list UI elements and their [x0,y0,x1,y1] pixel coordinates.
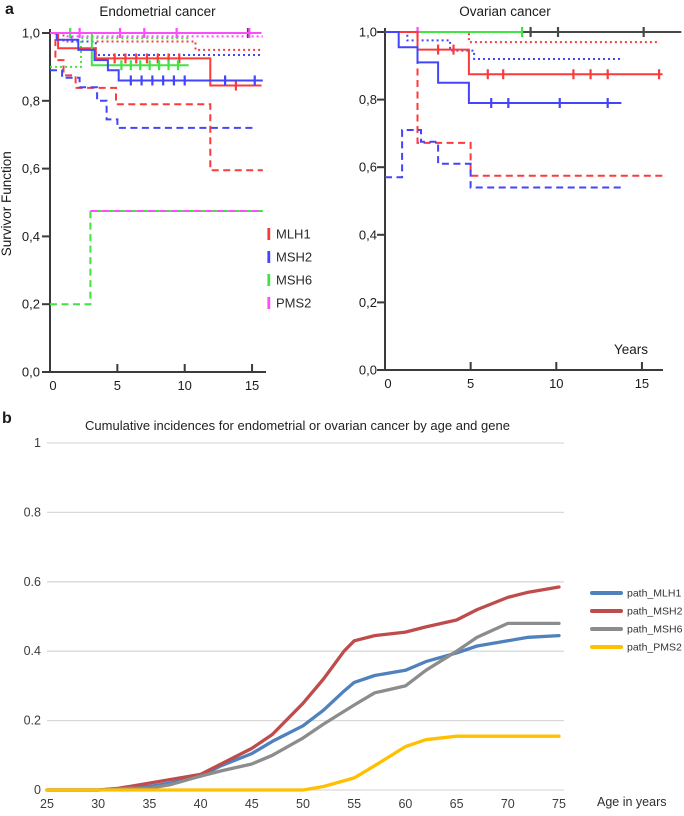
legend-label: path_MLH1 [627,588,681,600]
panel-b-legend-item-path_PMS2: path_PMS2 [590,642,682,654]
x-tick-label: 0 [384,376,391,391]
km-series-MSH6-dashed [50,210,263,306]
x-tick-label: 35 [142,797,156,811]
y-tick-label: 0,8 [22,93,40,108]
legend-label: MSH6 [276,273,312,288]
legend-label: path_MSH2 [627,606,683,618]
y-tick-label: 0.4 [24,644,41,658]
y-tick-label: 0,0 [359,363,377,378]
legend-swatch [267,228,271,240]
y-tick-label: 0 [34,783,41,797]
x-tick-label: 5 [467,376,474,391]
panel-b-legend-item-path_MSH6: path_MSH6 [590,624,683,636]
x-tick-label: 40 [194,797,208,811]
panel-b-legend-item-path_MLH1: path_MLH1 [590,588,681,600]
years-axis-label: Years [613,342,648,357]
legend-label: path_MSH6 [627,624,683,636]
km-series-MSH2-dotted [50,32,263,56]
y-tick-label: 0.2 [24,714,41,728]
y-tick-label: 0,8 [359,92,377,107]
x-tick-label: 70 [501,797,515,811]
incidence-series-path_MSH2 [45,585,561,792]
y-tick-label: 0,6 [359,160,377,175]
x-tick-label: 50 [296,797,310,811]
incidence-chart: 0 0.2 0.4 0.6 0.8 1 25 30 35 40 45 50 55 60 65 70 75 path… [24,436,683,811]
y-tick-label: 1 [34,436,41,450]
y-tick-label: 1,0 [359,25,377,40]
x-tick-label: 30 [91,797,105,811]
incidence-series-path_PMS2 [45,734,561,792]
km-series-MSH2-solid [50,32,263,86]
km-series-MSH2-solid [385,31,622,108]
km-chart-endometrial: 0,0 0,2 0,4 0,6 0,8 1,0 0 5 10 15 [22,26,266,393]
x-tick-label: 55 [347,797,361,811]
cumulative-incidence-title: Cumulative incidences for endometrial or… [85,418,510,433]
legend-swatch [267,297,271,309]
y-tick-label: 0,6 [22,161,40,176]
age-axis-label: Age in years [597,795,667,809]
legend-label: path_PMS2 [627,642,682,654]
x-tick-label: 25 [40,797,54,811]
legend-label: MLH1 [276,227,311,242]
y-tick-label: 1,0 [22,26,40,41]
x-tick-label: 10 [549,376,563,391]
km-series-MLH1-dashed [50,32,263,172]
y-tick-label: 0.8 [24,505,41,519]
km-series-MLH1-solid [385,31,663,80]
y-tick-label: 0.6 [24,575,41,589]
y-tick-label: 0,4 [22,229,40,244]
legend-swatch [267,274,271,286]
x-tick-label: 45 [245,797,259,811]
x-tick-label: 15 [245,378,259,393]
x-tick-label: 15 [635,376,649,391]
x-tick-label: 0 [49,378,56,393]
km-series-PMS2-solid [50,28,262,38]
panel-a-legend-item-MSH6: MSH6 [267,273,312,288]
panel-a-legend-item-MLH1: MLH1 [267,227,311,242]
endometrial-chart-title: Endometrial cancer [99,4,216,19]
legend-label: MSH2 [276,250,312,265]
y-tick-label: 0,2 [22,297,40,312]
panel-b-legend-item-path_MSH2: path_MSH2 [590,606,683,618]
incidence-series-path_MSH6 [45,621,561,792]
incidence-series-path_MLH1 [45,633,561,792]
panel-a-legend-item-PMS2: PMS2 [267,296,311,311]
km-series-MSH6-dotted [50,37,191,68]
km-series-MSH2-dashed [385,129,622,189]
x-tick-label: 65 [450,797,464,811]
y-tick-label: 0,4 [359,227,377,242]
y-tick-label: 0,2 [359,295,377,310]
y-tick-label: 0,0 [22,365,40,380]
km-chart-ovarian: 0,0 0,2 0,4 0,6 0,8 1,0 0 5 10 15 [359,25,682,391]
x-tick-label: 5 [114,378,121,393]
x-tick-label: 75 [552,797,566,811]
legend-swatch [267,251,271,263]
panel-a-label: a [5,1,14,18]
x-tick-label: 10 [177,378,191,393]
panel-b-label: b [2,410,12,427]
ovarian-chart-title: Ovarian cancer [459,4,551,19]
legend-label: PMS2 [276,296,311,311]
survivor-function-axis-label: Survivor Function [0,151,15,257]
km-series-MSH2-dotted [385,31,624,60]
panel-a-legend-item-MSH2: MSH2 [267,250,312,265]
km-series-MSH2-dashed [50,69,257,129]
x-tick-label: 60 [398,797,412,811]
